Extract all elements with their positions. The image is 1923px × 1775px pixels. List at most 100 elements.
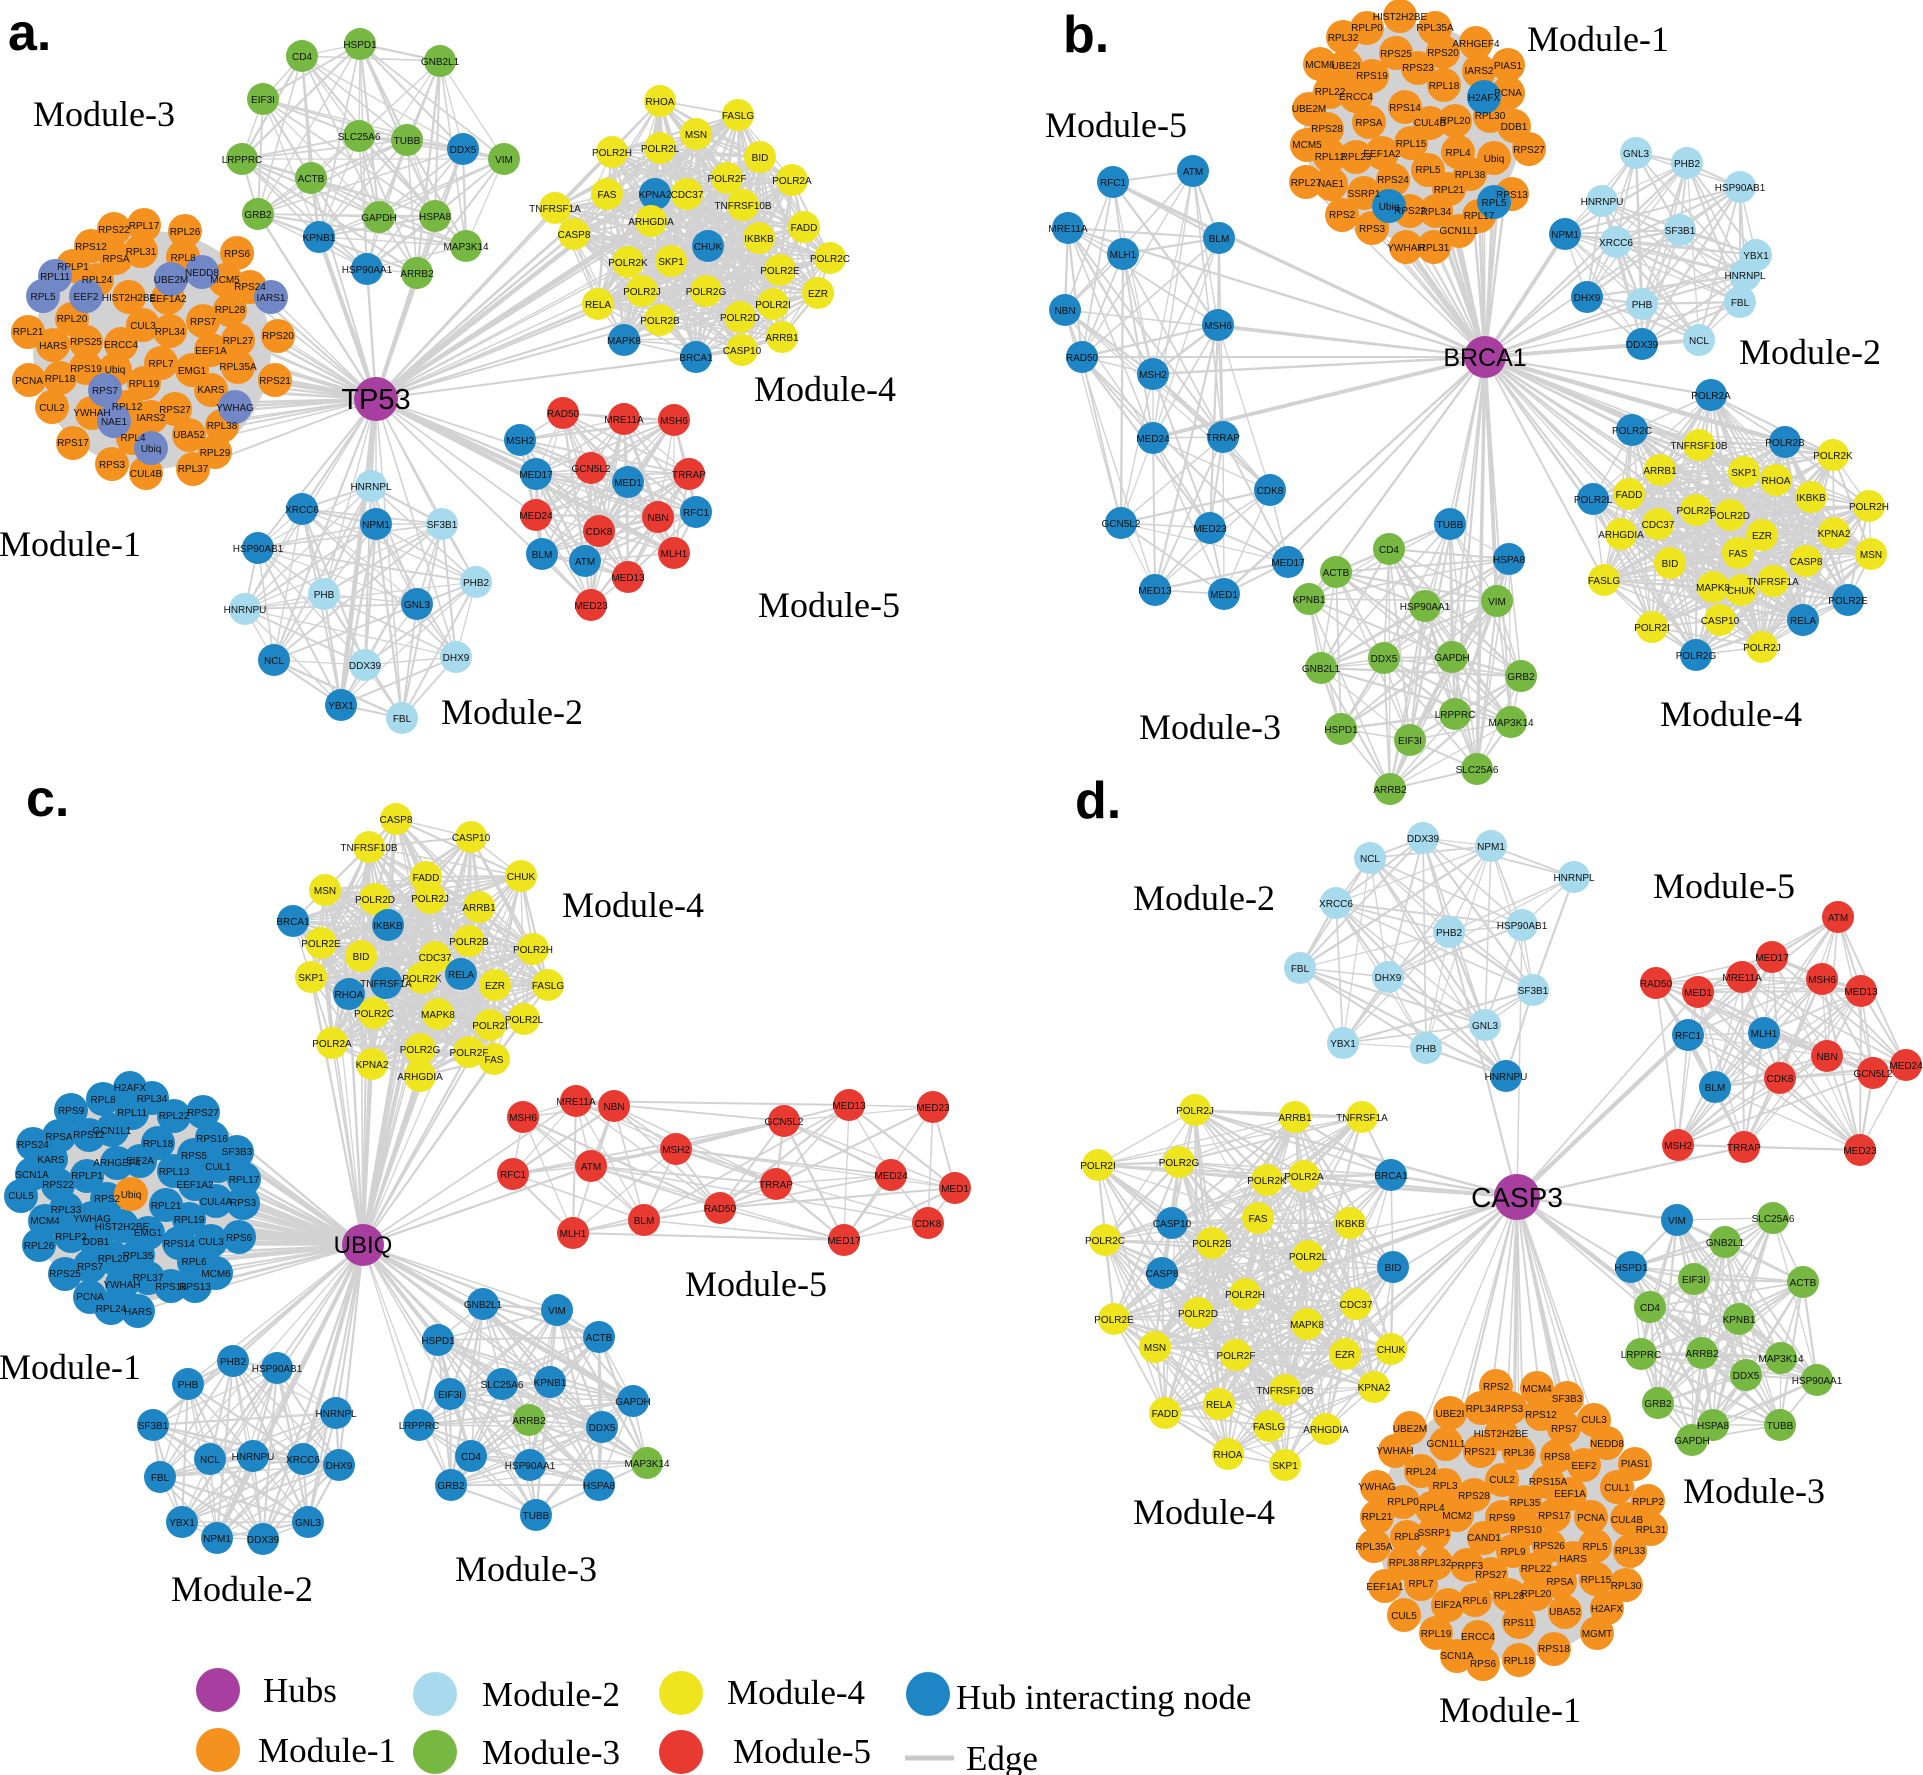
svg-text:NEDD8: NEDD8: [1590, 1439, 1624, 1450]
svg-text:EIF3I: EIF3I: [251, 95, 275, 106]
svg-text:RAD50: RAD50: [1066, 353, 1099, 364]
svg-text:YWHAG: YWHAG: [216, 403, 254, 414]
svg-text:EEF1A2: EEF1A2: [176, 1180, 214, 1191]
svg-text:RPS12: RPS12: [73, 1130, 105, 1141]
svg-text:ARHGEF4: ARHGEF4: [1452, 39, 1500, 50]
svg-text:TNFRSF10B: TNFRSF10B: [1670, 441, 1728, 452]
svg-text:DDB1: DDB1: [1501, 122, 1528, 133]
svg-text:MAPK8: MAPK8: [1696, 583, 1730, 594]
svg-text:MED17: MED17: [1755, 953, 1789, 964]
svg-text:MLH1: MLH1: [661, 549, 688, 560]
svg-text:MSN: MSN: [314, 886, 336, 897]
svg-text:LRPPRC: LRPPRC: [1621, 1350, 1662, 1361]
svg-text:RPL19: RPL19: [174, 1215, 205, 1226]
svg-text:RPS7: RPS7: [190, 317, 217, 328]
svg-text:POLR2H: POLR2H: [592, 148, 632, 159]
svg-text:RPS3: RPS3: [1497, 1404, 1524, 1415]
svg-text:SKP1: SKP1: [1731, 468, 1757, 479]
svg-text:HSPA8: HSPA8: [419, 212, 451, 223]
svg-text:Module-2: Module-2: [1133, 878, 1275, 918]
svg-text:HNRNPL: HNRNPL: [315, 1409, 357, 1420]
svg-text:ARHGEF4: ARHGEF4: [93, 1158, 141, 1169]
svg-text:SF3B1: SF3B1: [138, 1421, 169, 1432]
svg-text:NCL: NCL: [264, 656, 284, 667]
svg-text:MAP3K14: MAP3K14: [1758, 1354, 1803, 1365]
svg-text:MED24: MED24: [1889, 1061, 1923, 1072]
svg-text:MCM5: MCM5: [1292, 140, 1322, 151]
svg-text:HSP90AB1: HSP90AB1: [252, 1364, 303, 1375]
svg-text:TNFRSF1A: TNFRSF1A: [1336, 1113, 1388, 1124]
svg-text:RPL18: RPL18: [1504, 1656, 1535, 1667]
svg-text:EEF2: EEF2: [1571, 1461, 1596, 1472]
svg-text:TNFRSF1A: TNFRSF1A: [529, 204, 581, 215]
svg-text:MED24: MED24: [519, 511, 553, 522]
svg-text:RPL4: RPL4: [1445, 148, 1470, 159]
svg-text:ATM: ATM: [575, 557, 595, 568]
svg-text:RPL22: RPL22: [159, 1111, 190, 1122]
svg-text:MSH2: MSH2: [1139, 370, 1167, 381]
svg-text:RPL11: RPL11: [40, 272, 70, 283]
svg-text:YWHAH: YWHAH: [103, 1280, 140, 1291]
svg-text:PCNA: PCNA: [76, 1292, 104, 1303]
svg-text:GNB2L1: GNB2L1: [1706, 1238, 1745, 1249]
svg-text:RPL20: RPL20: [98, 1254, 129, 1265]
svg-text:ARHGDIA: ARHGDIA: [1598, 530, 1644, 541]
svg-text:SCN1A: SCN1A: [1440, 1651, 1474, 1662]
svg-text:CDK8: CDK8: [1767, 1074, 1794, 1085]
svg-text:POLR2F: POLR2F: [708, 174, 747, 185]
svg-text:POLR2G: POLR2G: [1159, 1158, 1200, 1169]
svg-text:IKBKB: IKBKB: [1796, 493, 1826, 504]
svg-text:CDC37: CDC37: [1642, 520, 1675, 531]
svg-text:CHUK: CHUK: [1727, 586, 1756, 597]
svg-text:RHOA: RHOA: [1762, 476, 1791, 487]
svg-text:RPL37: RPL37: [133, 1273, 164, 1284]
svg-text:CASP3: CASP3: [1471, 1182, 1563, 1213]
svg-text:NAE1: NAE1: [101, 417, 128, 428]
svg-text:GCN5L2: GCN5L2: [1102, 519, 1141, 530]
svg-text:RPS27: RPS27: [1475, 1570, 1507, 1581]
svg-text:IKBKB: IKBKB: [373, 921, 403, 932]
svg-text:SLC25A6: SLC25A6: [1752, 1214, 1795, 1225]
svg-text:TNFRSF10B: TNFRSF10B: [340, 843, 398, 854]
svg-text:RPL5: RPL5: [1415, 165, 1440, 176]
svg-text:HNRNPU: HNRNPU: [1485, 1072, 1528, 1083]
svg-text:RPL6: RPL6: [1462, 1596, 1487, 1607]
svg-text:RPL34: RPL34: [155, 327, 186, 338]
svg-text:DHX9: DHX9: [326, 1461, 353, 1472]
svg-text:EZR: EZR: [1752, 531, 1772, 542]
svg-text:RPS9: RPS9: [58, 1106, 85, 1117]
svg-text:BLM: BLM: [634, 1216, 655, 1227]
svg-text:TUBB: TUBB: [394, 136, 421, 147]
svg-text:FADD: FADD: [413, 873, 440, 884]
svg-text:Hub interacting node: Hub interacting node: [956, 1678, 1251, 1717]
svg-text:RPLP2: RPLP2: [55, 1232, 87, 1243]
svg-text:CHUK: CHUK: [694, 242, 723, 253]
svg-text:MLH1: MLH1: [560, 1229, 587, 1240]
svg-text:PHB2: PHB2: [1674, 159, 1701, 170]
svg-text:Module-4: Module-4: [1660, 694, 1802, 734]
svg-text:RPL15: RPL15: [1581, 1575, 1612, 1586]
svg-text:RPS11: RPS11: [1504, 1618, 1535, 1629]
svg-text:HSP90AB1: HSP90AB1: [1715, 183, 1766, 194]
svg-text:MED1: MED1: [1684, 988, 1712, 999]
svg-text:RPS18: RPS18: [1538, 1644, 1570, 1655]
svg-text:RAD50: RAD50: [1640, 979, 1673, 990]
svg-text:RPS22: RPS22: [1394, 206, 1426, 217]
svg-text:HNRNPU: HNRNPU: [232, 1452, 275, 1463]
svg-text:RPS22: RPS22: [98, 225, 130, 236]
svg-text:RPS15A: RPS15A: [1529, 1477, 1568, 1488]
svg-text:GNL3: GNL3: [1472, 1021, 1499, 1032]
svg-text:UBA52: UBA52: [173, 430, 205, 441]
svg-text:CUL4B: CUL4B: [1611, 1515, 1644, 1526]
svg-text:RPL37: RPL37: [178, 464, 209, 475]
svg-text:TRRAP: TRRAP: [1727, 1143, 1761, 1154]
svg-text:ERCC4: ERCC4: [1339, 92, 1373, 103]
svg-text:HSPA8: HSPA8: [1493, 555, 1525, 566]
svg-text:Ubiq: Ubiq: [141, 444, 162, 455]
svg-text:ATM: ATM: [1828, 913, 1848, 924]
svg-text:GNB2L1: GNB2L1: [464, 1300, 503, 1311]
svg-text:TRRAP: TRRAP: [672, 470, 706, 481]
svg-text:CUL4B: CUL4B: [130, 469, 163, 480]
svg-text:FBL: FBL: [1291, 964, 1310, 975]
svg-text:HARS: HARS: [124, 1307, 152, 1318]
